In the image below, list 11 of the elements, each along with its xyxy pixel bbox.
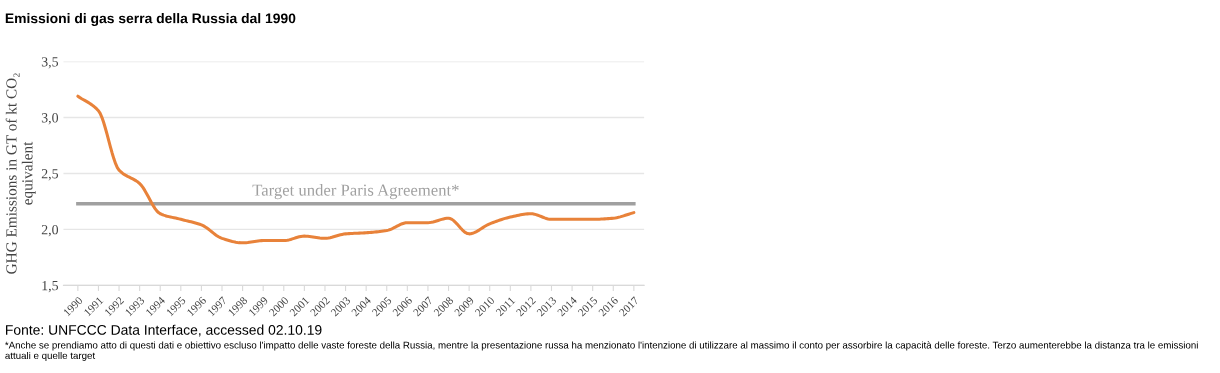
source-note: Fonte: UNFCCC Data Interface, accessed 02.10.19 [6, 324, 322, 337]
text: *Anche se prendiamo atto di questi dati e obiettivo escluso l'impatto delle vaste foreste della Russia, mentre la presentazione russa ha menzionato l'intenzione di utilizzare al massimo il conto per assorbire la capacità delle foreste. Terzo aumenterebbe la distanza tra le emissioni attuali e quelle target [5, 341, 1198, 361]
y-tick-label: 2,0 [41, 224, 59, 237]
y-tick-label: 3,5 [41, 57, 59, 69]
x-tick-label: 2011 [495, 296, 516, 317]
y-axis-title: GHG Emissions in GT of kt CO₂ equivalent [5, 73, 36, 274]
ref-line-label: Target under Paris Agreement* [252, 184, 459, 200]
chart-title: Emissioni di gas serra della Russia dal 1990 [5, 13, 296, 27]
y-tick-label: 2,5 [41, 169, 59, 181]
y-tick-label: 3,0 [41, 113, 59, 125]
y-tick-label: 1,5 [42, 280, 59, 293]
